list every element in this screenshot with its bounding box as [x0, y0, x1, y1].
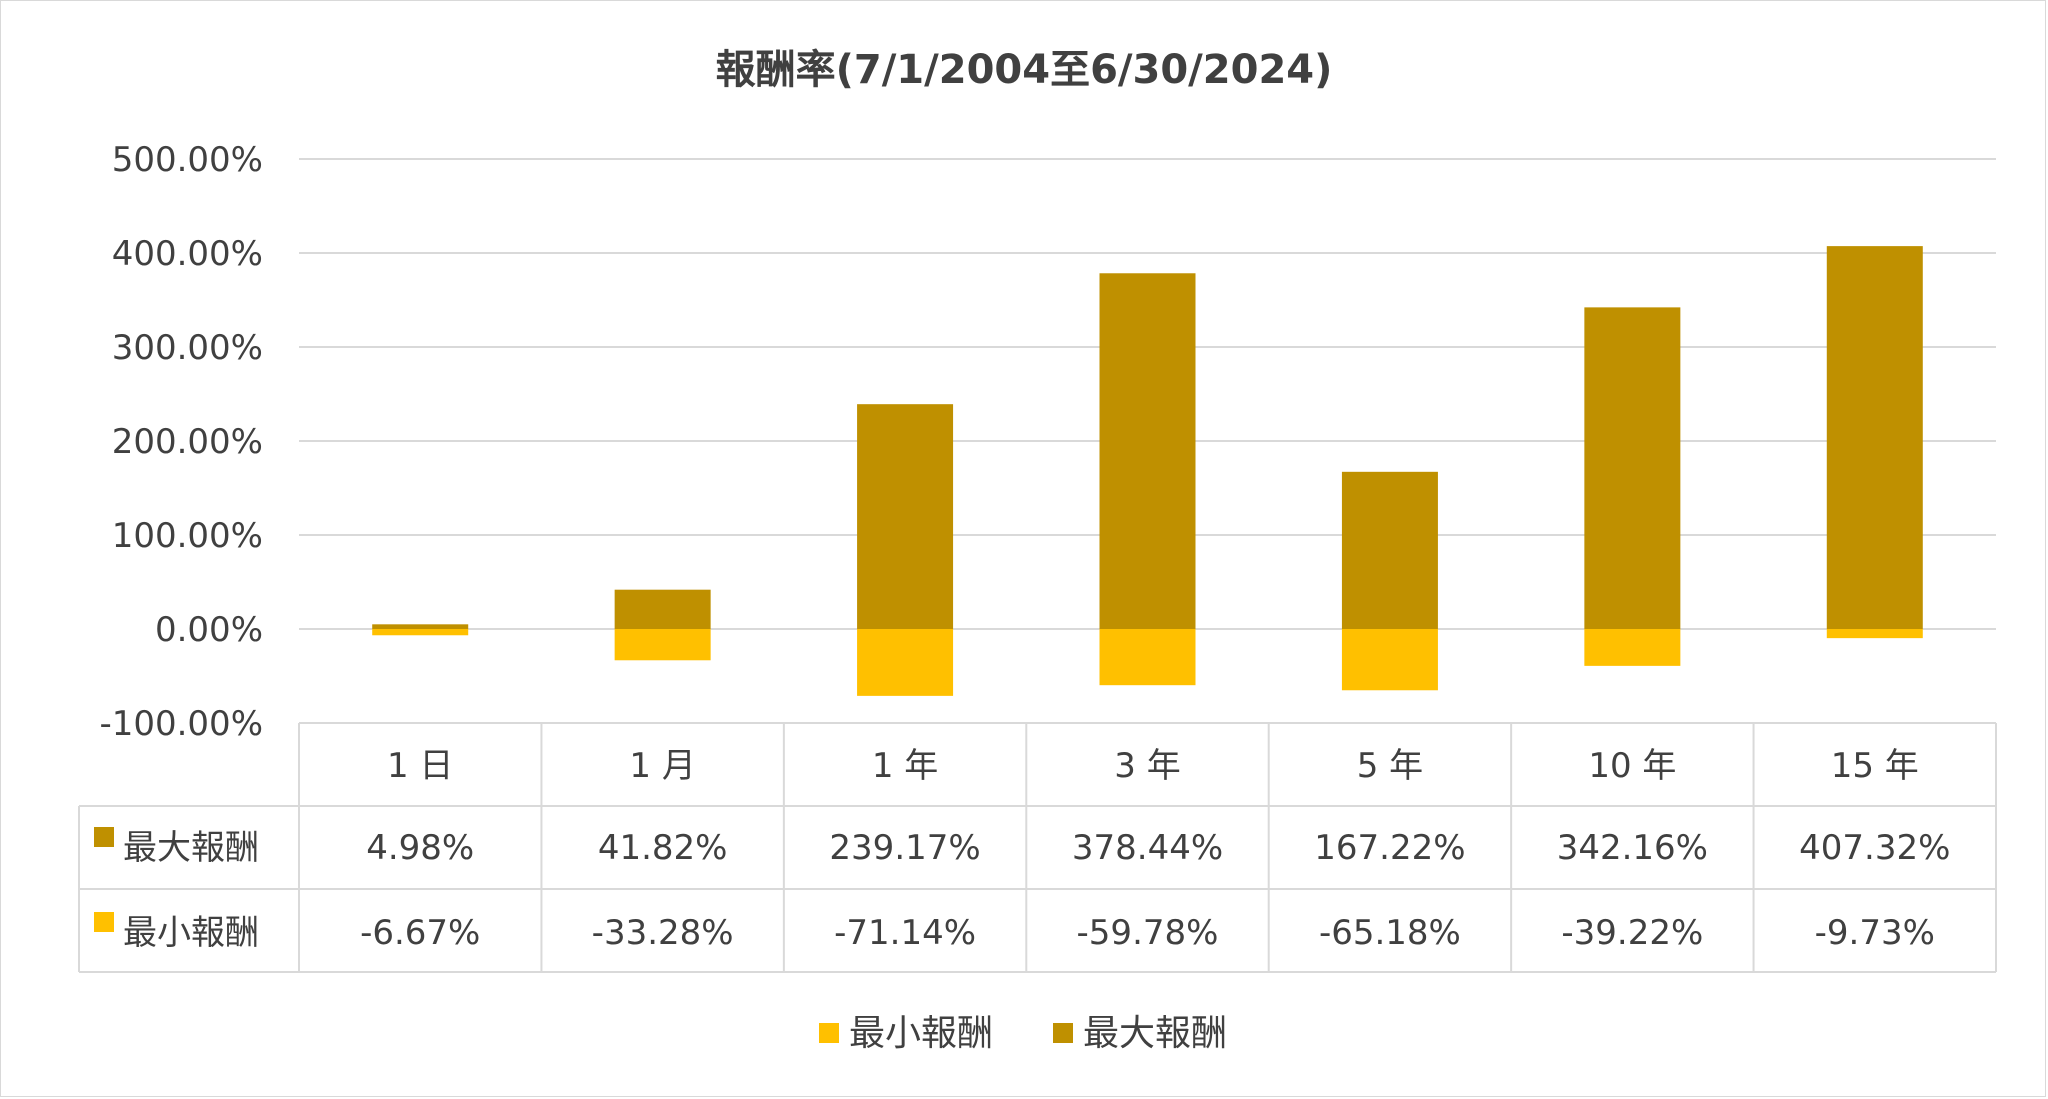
- min-bar: [1826, 629, 1923, 639]
- data-label: -39.22%: [1561, 913, 1703, 953]
- x-category-label: 1 月: [629, 746, 695, 786]
- min-bar: [372, 629, 469, 636]
- max-bar: [1341, 471, 1438, 629]
- legend-swatch: [819, 1023, 839, 1043]
- y-tick-label: 100.00%: [112, 516, 263, 556]
- max-bar: [1584, 307, 1681, 629]
- table-legend-key: [94, 912, 114, 932]
- legend-swatch: [1053, 1023, 1073, 1043]
- data-label: 239.17%: [829, 828, 980, 868]
- data-label: 167.22%: [1314, 828, 1465, 868]
- legend-label: 最大報酬: [1083, 1013, 1227, 1054]
- y-axis-tick-labels: 500.00% 400.00% 300.00% 200.00% 100.00% 0.00%…: [99, 140, 263, 744]
- data-label: -65.18%: [1319, 913, 1461, 953]
- min-bar: [1584, 629, 1681, 666]
- min-bar: [1099, 629, 1196, 686]
- min-bar: [614, 629, 711, 661]
- x-category-label: 10 年: [1588, 746, 1676, 786]
- x-category-label: 1 日: [387, 746, 453, 786]
- y-tick-label: -100.00%: [99, 704, 263, 744]
- max-bar: [372, 624, 469, 629]
- data-label: -33.28%: [592, 913, 734, 953]
- table-series-name: 最大報酬: [123, 828, 259, 868]
- data-label: 378.44%: [1072, 828, 1223, 868]
- table-series-name: 最小報酬: [123, 913, 259, 953]
- data-label: -59.78%: [1077, 913, 1219, 953]
- y-tick-label: 300.00%: [112, 328, 263, 368]
- max-bar: [614, 589, 711, 629]
- y-tick-label: 0.00%: [155, 610, 263, 650]
- min-bar: [857, 629, 954, 696]
- max-bar: [1099, 273, 1196, 629]
- y-tick-label: 200.00%: [112, 422, 263, 462]
- max-bar: [1826, 246, 1923, 629]
- data-label: 342.16%: [1557, 828, 1708, 868]
- x-category-label: 15 年: [1831, 746, 1919, 786]
- data-label: 4.98%: [366, 828, 474, 868]
- min-bar: [1341, 629, 1438, 691]
- x-category-label: 3 年: [1114, 746, 1180, 786]
- y-tick-label: 400.00%: [112, 234, 263, 274]
- x-category-label: 1 年: [872, 746, 938, 786]
- y-tick-label: 500.00%: [112, 140, 263, 180]
- data-label: -6.67%: [360, 913, 480, 953]
- legend-label: 最小報酬: [849, 1013, 993, 1054]
- data-label: -9.73%: [1815, 913, 1935, 953]
- legend: 最小報酬 最大報酬: [819, 1013, 1227, 1054]
- data-label: -71.14%: [834, 913, 976, 953]
- chart-title: 報酬率(7/1/2004至6/30/2024): [716, 47, 1333, 93]
- max-bar: [857, 404, 954, 629]
- data-label: 41.82%: [598, 828, 728, 868]
- table-legend-key: [94, 827, 114, 847]
- x-category-label: 5 年: [1357, 746, 1423, 786]
- data-label: 407.32%: [1799, 828, 1950, 868]
- bars: [372, 246, 1923, 696]
